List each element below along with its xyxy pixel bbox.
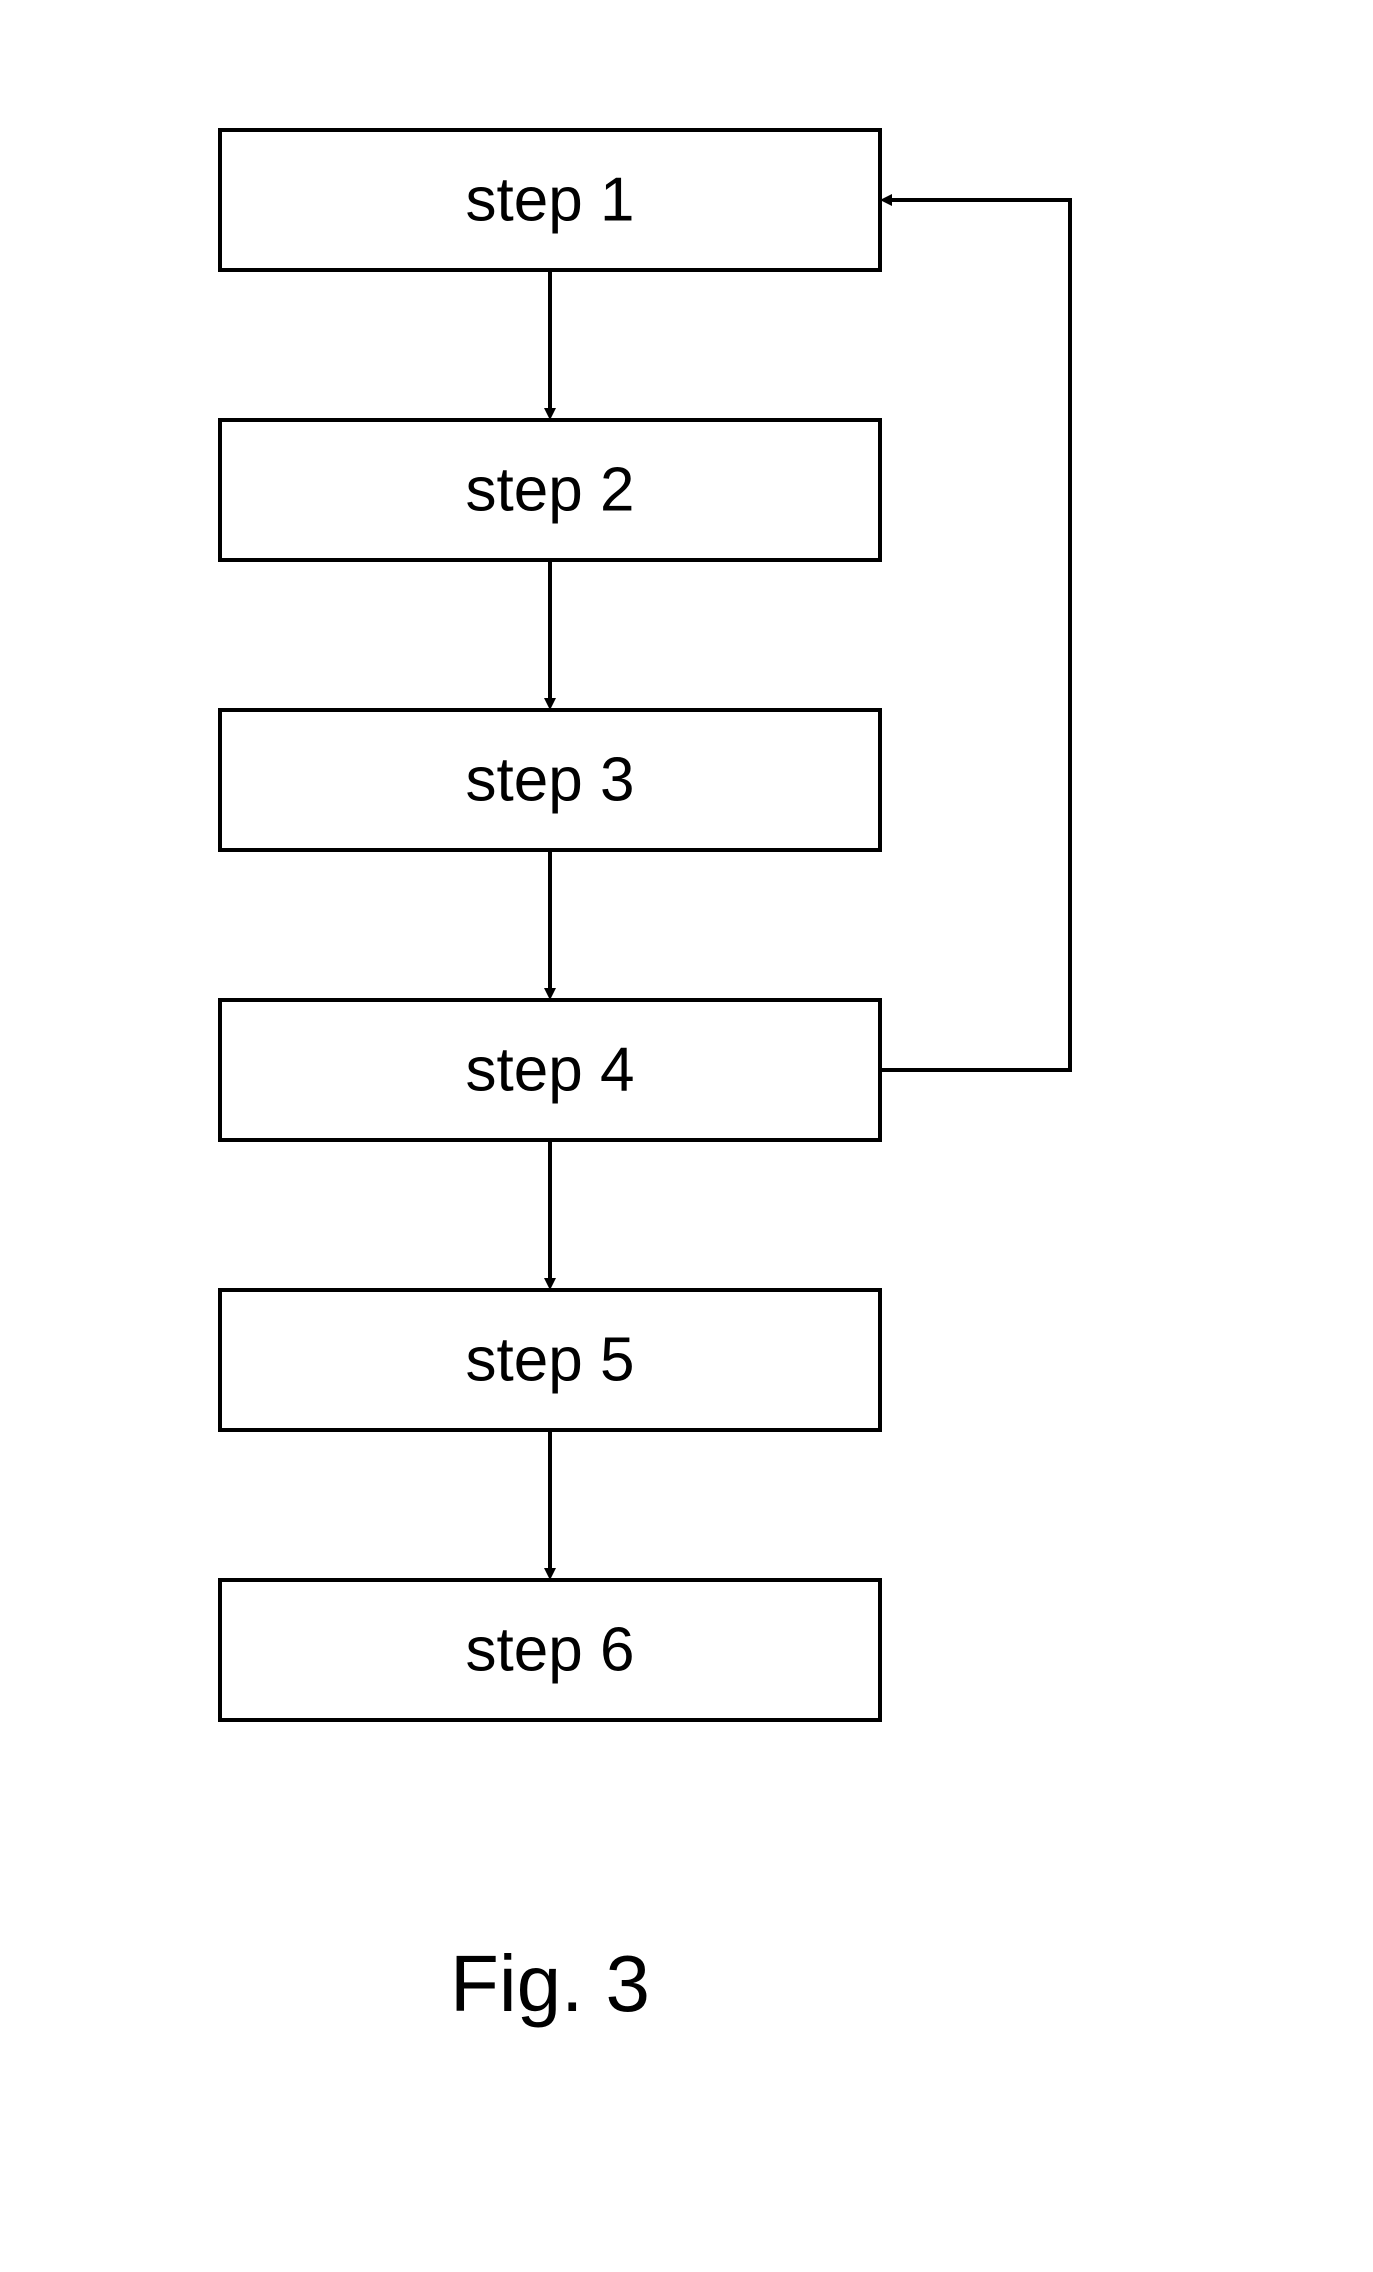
figure-caption: Fig. 3	[450, 1939, 650, 2028]
flow-node-label-step6: step 6	[466, 1615, 635, 1684]
flow-node-label-step2: step 2	[466, 455, 635, 524]
flowchart-svg: step 1 step 2 step 3 step 4 step 5 step 6 Fig.…	[0, 0, 1373, 2272]
flow-node-label-step5: step 5	[466, 1325, 635, 1394]
flow-node-label-step1: step 1	[466, 165, 635, 234]
flow-edge-step4-step1-feedback	[880, 200, 1070, 1070]
flow-node-label-step4: step 4	[466, 1035, 635, 1104]
flow-node-label-step3: step 3	[466, 745, 635, 814]
